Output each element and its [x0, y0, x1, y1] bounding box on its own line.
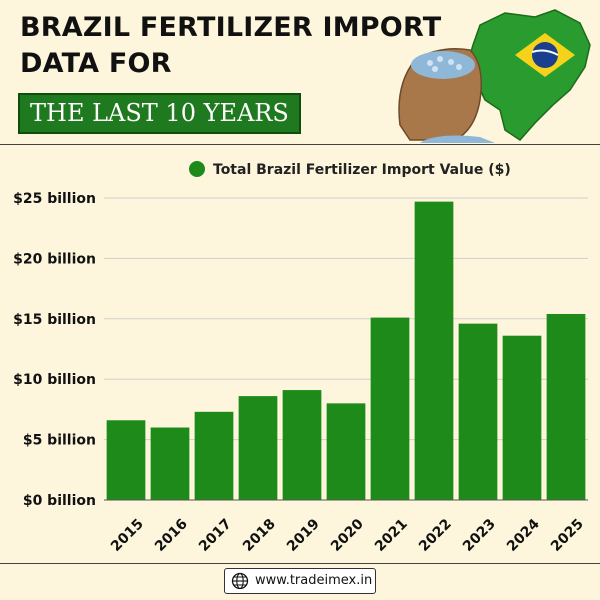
- bar-chart: Total Brazil Fertilizer Import Value ($)…: [13, 161, 588, 555]
- x-tick-label: 2025: [548, 516, 587, 555]
- x-tick-label: 2018: [240, 516, 279, 555]
- x-tick-label: 2023: [460, 516, 499, 555]
- y-tick-label: $0 billion: [23, 493, 96, 509]
- y-tick-label: $25 billion: [13, 191, 96, 207]
- bar: [458, 323, 498, 500]
- bar: [150, 427, 190, 500]
- x-tick-label: 2019: [284, 516, 323, 555]
- y-tick-label: $10 billion: [13, 372, 96, 388]
- subtitle-banner: THE LAST 10 YEARS: [18, 93, 301, 134]
- website-url[interactable]: www.tradeimex.in: [255, 573, 373, 588]
- x-tick-label: 2015: [108, 516, 147, 555]
- x-tick-label: 2021: [372, 516, 411, 555]
- x-tick-label: 2020: [328, 516, 367, 555]
- brazil-map-flag-illustration: [398, 9, 591, 143]
- y-tick-label: $5 billion: [23, 433, 96, 449]
- y-tick-label: $20 billion: [13, 251, 96, 267]
- footer-divider: [0, 563, 600, 564]
- website-badge[interactable]: www.tradeimex.in: [224, 568, 376, 594]
- brazil-map-icon: [466, 9, 591, 141]
- x-tick-label: 2017: [196, 516, 235, 555]
- bar: [326, 403, 366, 500]
- bar: [282, 390, 322, 500]
- bar: [546, 313, 586, 500]
- header: BRAZIL FERTILIZER IMPORT DATA FOR THE LA…: [0, 0, 600, 145]
- title-line-2: DATA FOR: [20, 48, 172, 79]
- x-tick-label: 2022: [416, 516, 455, 555]
- bar: [106, 420, 146, 500]
- bar: [414, 201, 454, 500]
- y-tick-label: $15 billion: [13, 312, 96, 328]
- legend-marker: [189, 161, 205, 177]
- legend-label: Total Brazil Fertilizer Import Value ($): [213, 162, 511, 178]
- title-line-1: BRAZIL FERTILIZER IMPORT: [20, 12, 442, 43]
- bar: [194, 411, 234, 500]
- header-divider: [0, 144, 600, 145]
- x-tick-label: 2024: [504, 516, 543, 555]
- bar: [370, 317, 410, 500]
- bar: [238, 396, 278, 500]
- x-tick-label: 2016: [152, 516, 191, 555]
- bar: [502, 335, 542, 500]
- globe-icon: [231, 572, 249, 590]
